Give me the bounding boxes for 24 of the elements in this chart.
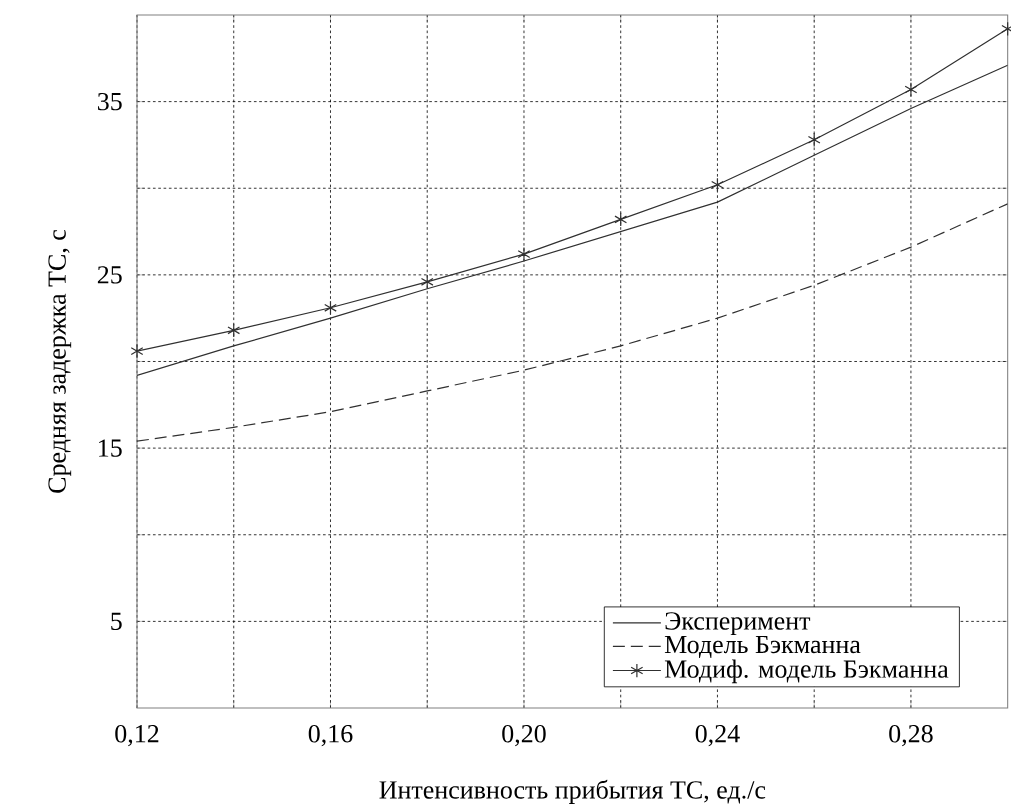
line-series <box>137 203 1008 442</box>
point <box>324 300 337 316</box>
point <box>227 323 241 338</box>
y-tick-label: 15 <box>99 439 122 457</box>
point <box>517 246 531 262</box>
y-tick-label: 5 <box>111 612 122 631</box>
point <box>130 343 144 359</box>
legend-label: Модиф. модель Бэкманна <box>664 659 949 684</box>
point <box>614 212 628 227</box>
x-tick-label: 0,28 <box>889 724 933 747</box>
legend-label: Эксперимент <box>665 612 811 635</box>
point <box>904 82 918 97</box>
y-tick-label: 25 <box>97 266 122 284</box>
legend-label: Модель Бэкманна <box>664 635 861 659</box>
x-tick-label: 0,20 <box>502 724 546 747</box>
x-tick-label: 0,12 <box>115 724 159 747</box>
x-axis-title: Интенсивность прибытия ТС, ед./с <box>379 779 766 804</box>
y-tick-label: 35 <box>97 92 122 111</box>
point <box>807 132 821 147</box>
y-axis-title: Средняя задержка ТС, с <box>48 229 72 493</box>
x-tick-label: 0,16 <box>308 724 353 747</box>
point <box>711 177 724 193</box>
point <box>420 274 434 290</box>
x-tick-label: 0,24 <box>695 724 740 747</box>
